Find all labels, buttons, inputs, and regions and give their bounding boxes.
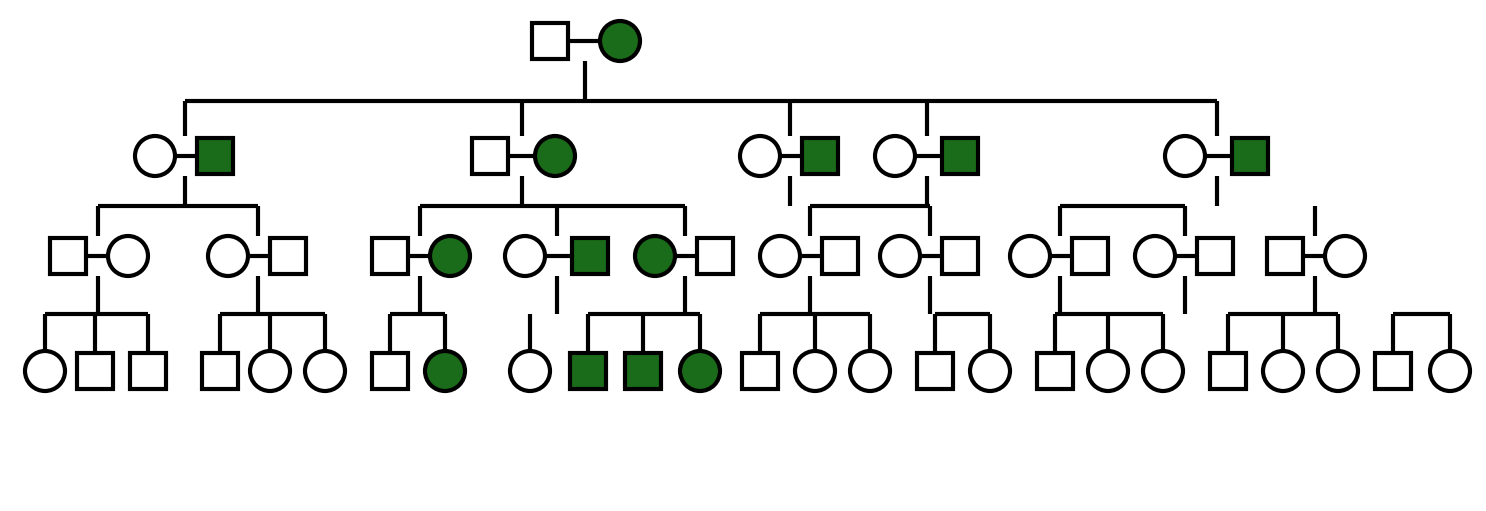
Bar [372,353,409,389]
Bar [532,23,568,59]
Circle shape [635,236,675,276]
Circle shape [305,351,345,391]
Circle shape [880,236,920,276]
Bar [626,353,661,389]
Circle shape [505,236,545,276]
Bar [572,238,608,274]
Circle shape [875,136,915,176]
Bar [129,353,166,389]
Circle shape [510,351,550,391]
Bar [51,238,86,274]
Bar [942,138,978,174]
Circle shape [208,236,248,276]
Bar [198,138,233,174]
Circle shape [1430,351,1470,391]
Bar [917,353,953,389]
Bar [742,353,779,389]
Circle shape [850,351,890,391]
Circle shape [429,236,470,276]
Circle shape [795,351,835,391]
Bar [372,238,409,274]
Circle shape [1143,351,1183,391]
Circle shape [1010,236,1051,276]
Circle shape [740,136,780,176]
Bar [1071,238,1109,274]
Circle shape [970,351,1010,391]
Bar [802,138,838,174]
Circle shape [108,236,149,276]
Circle shape [25,351,65,391]
Bar [1198,238,1233,274]
Bar [1375,353,1412,389]
Bar [1210,353,1245,389]
Bar [1232,138,1268,174]
Bar [822,238,857,274]
Circle shape [1165,136,1205,176]
Circle shape [1088,351,1128,391]
Circle shape [1318,351,1358,391]
Bar [1268,238,1303,274]
Bar [202,353,238,389]
Bar [1037,353,1073,389]
Bar [697,238,733,274]
Circle shape [425,351,465,391]
Circle shape [1263,351,1303,391]
Circle shape [600,21,640,61]
Circle shape [535,136,575,176]
Circle shape [135,136,175,176]
Bar [571,353,606,389]
Bar [942,238,978,274]
Bar [473,138,508,174]
Circle shape [1326,236,1366,276]
Bar [77,353,113,389]
Circle shape [250,351,290,391]
Bar [270,238,306,274]
Circle shape [1135,236,1175,276]
Circle shape [681,351,721,391]
Circle shape [759,236,799,276]
